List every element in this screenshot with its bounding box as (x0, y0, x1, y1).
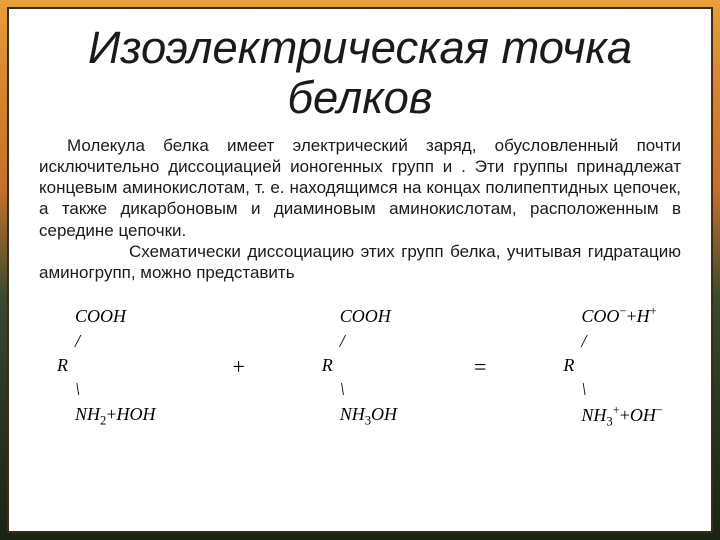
molecule-line: / (57, 329, 155, 353)
molecule-line: NH3OH (322, 402, 397, 430)
molecule-line: R (57, 353, 155, 377)
molecule-line: COO−+H+ (563, 303, 663, 328)
molecule-1: COOH /R \ NH2+HOH (57, 304, 155, 429)
operator-plus: + (224, 354, 252, 380)
molecule-line: / (563, 329, 663, 353)
paragraph-sentence-1: Молекула белка имеет электрический заряд… (39, 136, 681, 240)
molecule-3: COO−+H+ /R \ NH3++OH− (563, 303, 663, 430)
molecule-line: \ (57, 377, 155, 401)
molecule-line: \ (563, 377, 663, 401)
molecule-line: COOH (57, 304, 155, 328)
molecule-line: R (563, 353, 663, 377)
molecule-2: COOH /R \ NH3OH (322, 304, 397, 429)
molecule-line: \ (322, 377, 397, 401)
molecule-line: COOH (322, 304, 397, 328)
slide-inner-frame: Изоэлектрическая точка белков Молекула б… (7, 7, 713, 533)
slide-paragraph: Молекула белка имеет электрический заряд… (39, 135, 681, 284)
slide-title: Изоэлектрическая точка белков (39, 23, 681, 123)
molecule-line: R (322, 353, 397, 377)
dissociation-equation: COOH /R \ NH2+HOH + COOH /R \ NH3OH = CO… (39, 303, 681, 430)
operator-equals: = (466, 354, 494, 380)
molecule-line: / (322, 329, 397, 353)
slide-outer-frame: Изоэлектрическая точка белков Молекула б… (0, 0, 720, 540)
molecule-line: NH2+HOH (57, 402, 155, 430)
paragraph-sentence-2: Схематически диссоциацию этих групп белк… (39, 242, 681, 282)
molecule-line: NH3++OH− (563, 402, 663, 431)
